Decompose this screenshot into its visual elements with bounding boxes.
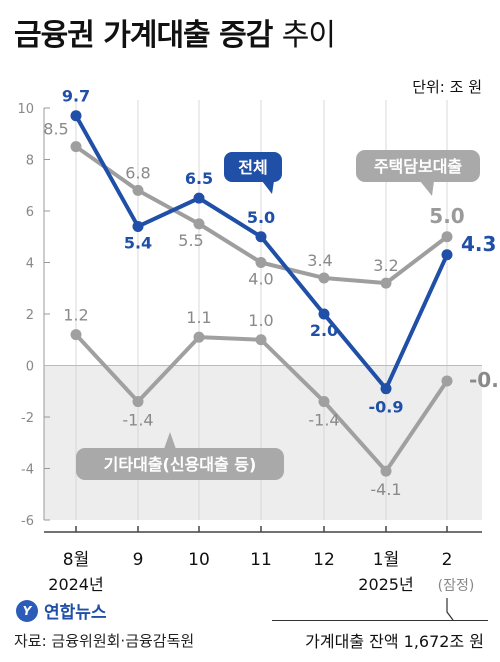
negative-band xyxy=(44,365,482,520)
data-point xyxy=(380,465,392,477)
data-point xyxy=(70,329,82,341)
data-point xyxy=(318,272,330,284)
x-tick-label: 12 xyxy=(313,550,335,570)
y-tick-label: 8 xyxy=(26,154,34,169)
legend-mortgage-pill xyxy=(356,150,480,182)
source-text: 자료: 금융위원회·금융감독원 xyxy=(14,632,195,650)
data-label: -1.4 xyxy=(122,411,153,430)
data-label: -0.9 xyxy=(369,398,404,417)
legend-other-pill xyxy=(76,448,284,480)
data-point xyxy=(318,308,330,320)
data-label: 6.5 xyxy=(185,169,213,188)
data-point xyxy=(193,331,205,343)
data-label: 1.2 xyxy=(63,306,88,325)
legend-other-label: 기타대출(신용대출 등) xyxy=(104,455,257,474)
data-point xyxy=(70,141,82,153)
logo-mark-icon: Y xyxy=(16,599,38,622)
data-point xyxy=(255,257,267,268)
data-label: 1.1 xyxy=(186,308,211,327)
y-tick-label: 2 xyxy=(26,308,34,323)
footnote-divider xyxy=(272,620,488,621)
y-tick-label: 10 xyxy=(17,102,34,117)
data-point xyxy=(441,249,453,261)
data-label: 3.2 xyxy=(373,256,398,275)
unit-label: 단위: 조 원 xyxy=(412,78,482,96)
data-label: 1.0 xyxy=(248,311,273,330)
x-tick-label: 9 xyxy=(133,550,144,570)
legend-other-pointer xyxy=(164,432,176,449)
data-label: 4.0 xyxy=(248,270,273,289)
data-label: 5.0 xyxy=(429,204,464,228)
data-label: 6.8 xyxy=(125,163,150,182)
data-point xyxy=(255,334,267,346)
data-label: 9.7 xyxy=(62,87,90,106)
page-title: 금융권 가계대출 증감 추이 xyxy=(14,10,336,54)
logo-text: 연합뉴스 xyxy=(44,603,107,623)
data-label: 4.3 xyxy=(461,232,496,256)
y-tick-label: 0 xyxy=(26,360,34,375)
title-bold: 금융권 가계대출 증감 xyxy=(14,18,273,53)
data-label: 2.0 xyxy=(310,321,338,340)
data-point xyxy=(318,396,330,408)
data-point xyxy=(193,192,205,204)
legend-mortgage-pointer xyxy=(420,181,434,196)
data-point xyxy=(380,383,392,395)
y-tick-label: -4 xyxy=(21,463,34,478)
x-tick-label: 8월 xyxy=(63,550,89,570)
data-label: 5.0 xyxy=(247,208,275,227)
data-point xyxy=(441,231,453,243)
data-label: -4.1 xyxy=(370,480,401,499)
data-point xyxy=(132,220,144,232)
footnote-bracket xyxy=(446,598,454,621)
data-label: 8.5 xyxy=(43,120,68,139)
data-point xyxy=(132,184,144,196)
x-tick-label: 2 xyxy=(442,550,453,570)
data-label: 3.4 xyxy=(307,251,332,270)
legend-total-pill xyxy=(224,152,282,182)
y-tick-label: 4 xyxy=(26,257,34,272)
data-label: 5.4 xyxy=(124,233,152,252)
y-tick-label: -2 xyxy=(21,411,34,426)
y-tick-label: -6 xyxy=(21,514,34,529)
balance-footnote: 가계대출 잔액 1,672조 원 xyxy=(305,632,484,651)
data-label: -1.4 xyxy=(308,411,339,430)
title-light: 추이 xyxy=(281,18,336,53)
data-point xyxy=(441,375,453,387)
year-label-start: 2024년 xyxy=(48,575,103,594)
data-point xyxy=(70,110,82,122)
data-point xyxy=(193,218,205,230)
data-point xyxy=(132,396,144,408)
legend-total-pointer xyxy=(262,181,274,194)
data-label: -0.6 xyxy=(469,368,500,392)
legend-total-label: 전체 xyxy=(238,158,267,177)
data-point xyxy=(255,231,267,243)
data-point xyxy=(380,277,392,289)
legend-mortgage-label: 주택담보대출 xyxy=(374,157,463,176)
x-tick-label: 1월 xyxy=(373,550,399,570)
y-tick-label: 6 xyxy=(26,205,34,220)
x-tick-label: 11 xyxy=(250,550,272,570)
data-label: 5.5 xyxy=(178,231,203,250)
year-label-note: (잠정) xyxy=(438,578,475,594)
yonhap-logo: Y 연합뉴스 xyxy=(16,598,107,623)
x-tick-label: 10 xyxy=(188,550,210,570)
year-label-end: 2025년 xyxy=(358,575,413,594)
